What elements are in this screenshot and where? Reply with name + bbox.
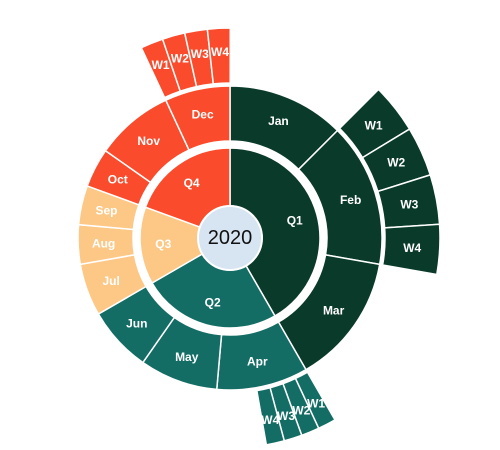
label-apr-w2: W2 bbox=[292, 403, 310, 417]
sunburst-segments bbox=[77, 27, 441, 446]
label-nov: Nov bbox=[137, 134, 160, 148]
label-jul: Jul bbox=[102, 274, 119, 288]
label-oct: Oct bbox=[108, 173, 128, 187]
label-dec-w4: W4 bbox=[211, 45, 229, 59]
label-apr-w4: W4 bbox=[261, 413, 279, 427]
label-feb-w3: W3 bbox=[400, 197, 418, 211]
label-dec-w3: W3 bbox=[191, 47, 209, 61]
sunburst-labels: Q1JanFebW1W2W3W4MarQ2AprW1W2W3W4MayJunQ3… bbox=[92, 45, 422, 427]
label-feb: Feb bbox=[340, 193, 361, 207]
center-label: 2020 bbox=[208, 227, 253, 249]
label-jan: Jan bbox=[268, 114, 289, 128]
segment-dec-w4 bbox=[206, 27, 232, 85]
label-feb-w1: W1 bbox=[365, 118, 383, 132]
label-may: May bbox=[175, 350, 199, 364]
label-q4: Q4 bbox=[184, 176, 200, 190]
label-dec-w1: W1 bbox=[152, 58, 170, 72]
label-apr-w3: W3 bbox=[277, 409, 295, 423]
segment-apr-w4 bbox=[255, 386, 286, 446]
label-mar: Mar bbox=[323, 304, 345, 318]
label-aug: Aug bbox=[92, 236, 115, 250]
label-q3: Q3 bbox=[155, 237, 171, 251]
label-q1: Q1 bbox=[287, 214, 303, 228]
center-circle bbox=[197, 205, 263, 271]
label-jun: Jun bbox=[126, 316, 147, 330]
label-q2: Q2 bbox=[205, 296, 221, 310]
label-apr: Apr bbox=[247, 355, 268, 369]
label-dec: Dec bbox=[192, 107, 214, 121]
ring-gap bbox=[133, 141, 327, 335]
label-apr-w1: W1 bbox=[307, 396, 325, 410]
label-feb-w4: W4 bbox=[403, 241, 421, 255]
label-dec-w2: W2 bbox=[171, 51, 189, 65]
label-sep: Sep bbox=[96, 204, 118, 218]
segment-feb-w4 bbox=[381, 223, 441, 276]
label-feb-w2: W2 bbox=[387, 156, 405, 170]
